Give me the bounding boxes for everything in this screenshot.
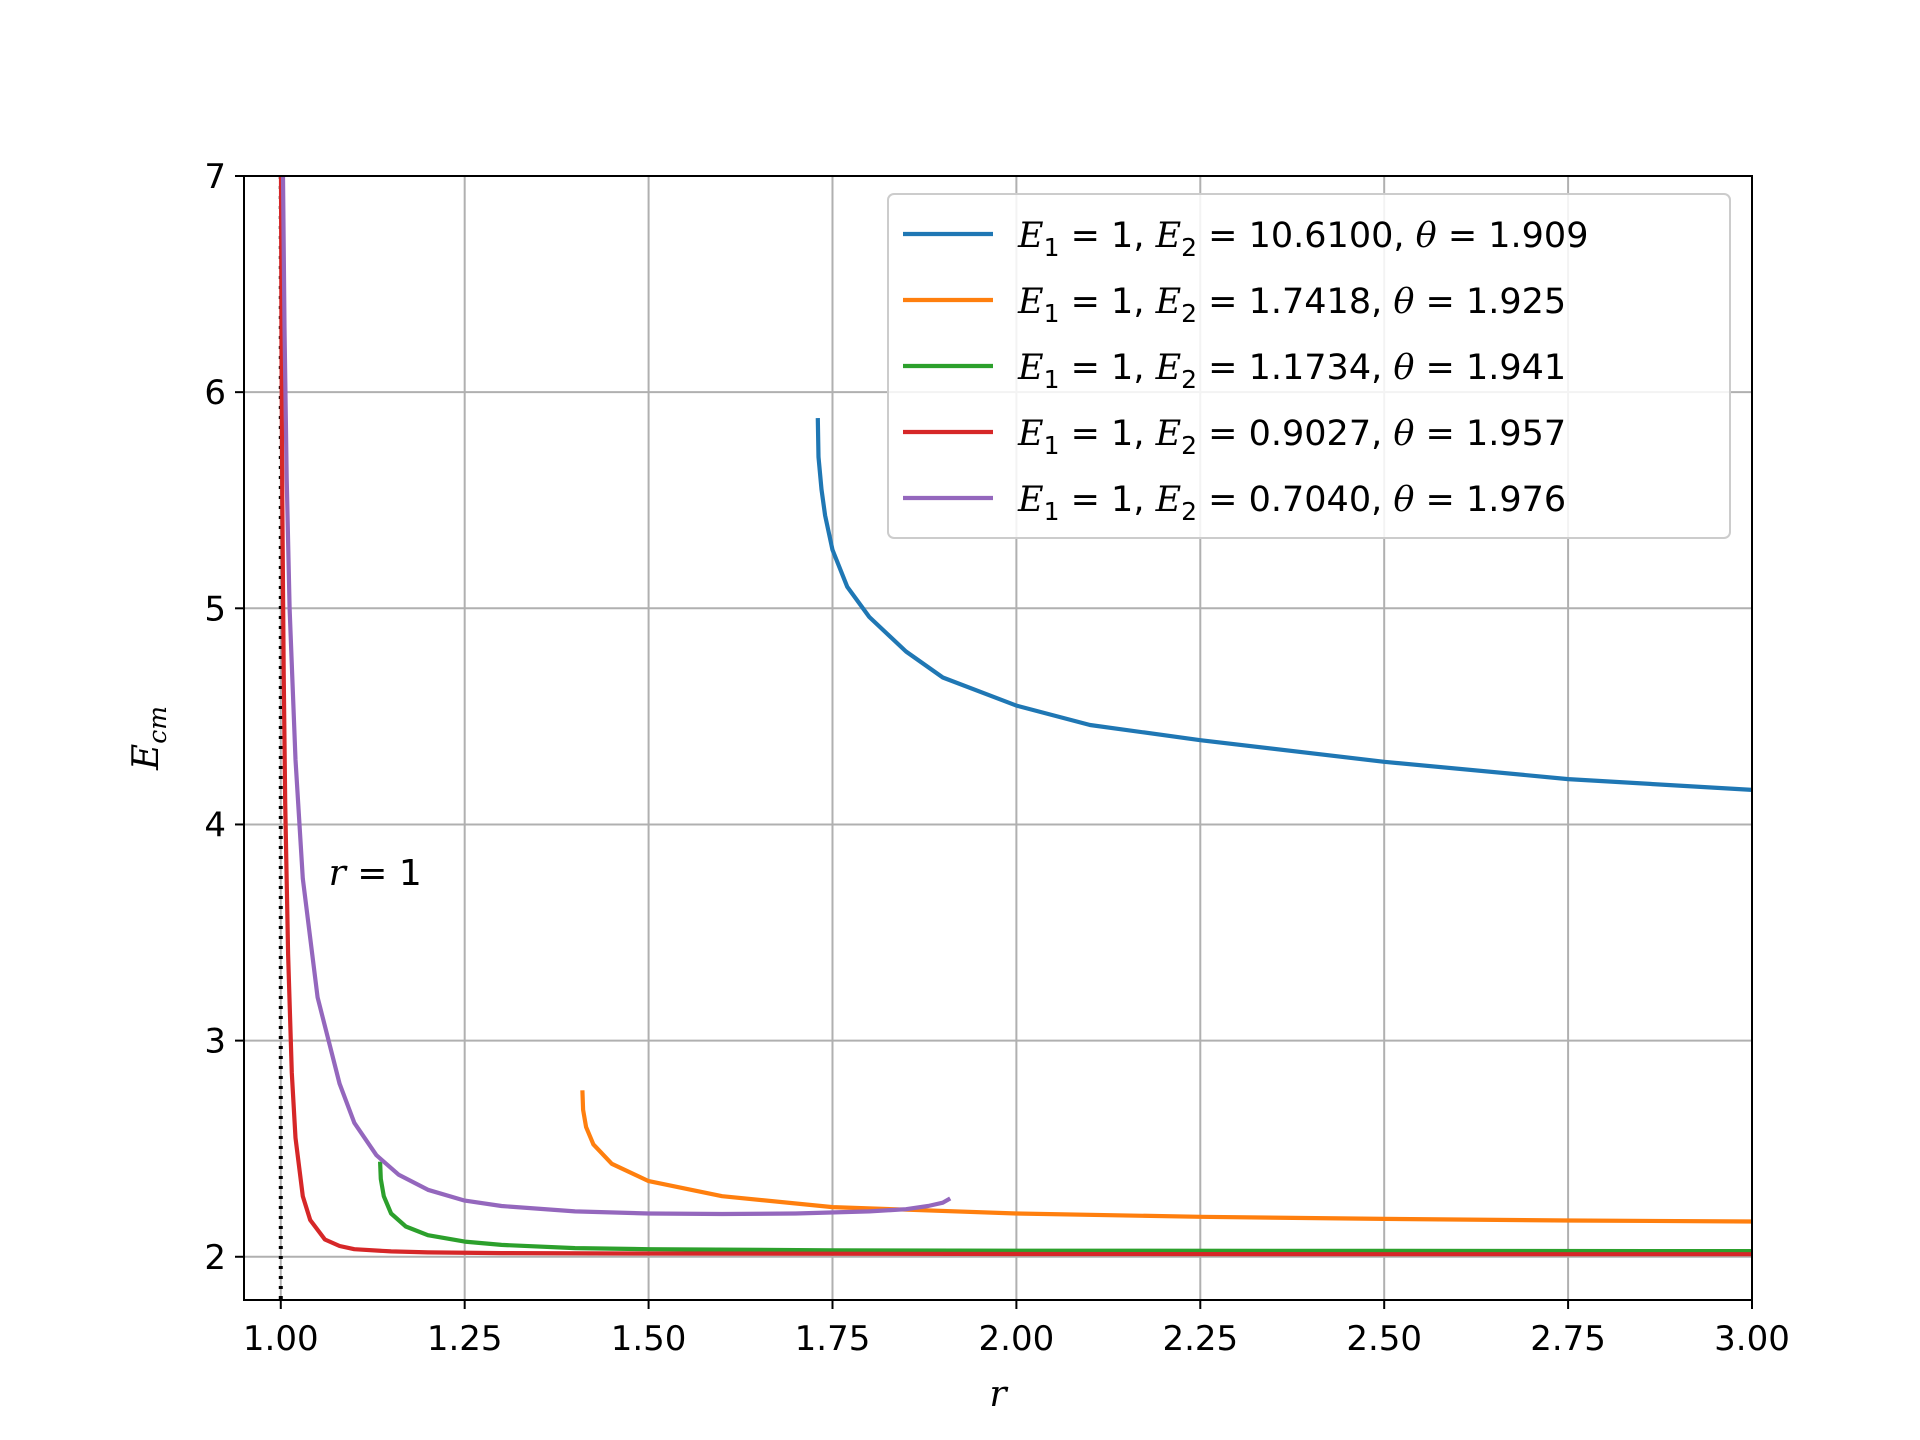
x-tick-label: 2.00 xyxy=(979,1319,1055,1359)
series-line-1 xyxy=(815,418,1752,792)
y-tick-label: 2 xyxy=(204,1238,226,1278)
series-line-2 xyxy=(580,1090,1752,1224)
y-tick-label: 6 xyxy=(204,373,226,413)
legend-label-5: E1 = 1, E2 = 0.7040, θ = 1.976 xyxy=(1017,480,1566,526)
plot-lines: r = 1 xyxy=(278,176,1752,1300)
legend-label-2: E1 = 1, E2 = 1.7418, θ = 1.925 xyxy=(1017,282,1566,328)
plot-frame xyxy=(243,175,1753,1301)
x-tick-label: 1.00 xyxy=(243,1319,319,1359)
x-tick-label: 2.25 xyxy=(1162,1319,1238,1359)
x-axis-label: r xyxy=(989,1374,1008,1415)
y-axis-label: Ecm xyxy=(126,706,172,771)
y-tick-label: 3 xyxy=(204,1022,226,1062)
x-tick-label: 2.75 xyxy=(1530,1319,1606,1359)
axes: 1.00 1.25 1.50 1.75 2.00 2.25 2.50 2.75 3.00 2 3 4 5… xyxy=(126,157,1790,1415)
series-line-3 xyxy=(378,1161,1752,1254)
legend-label-4: E1 = 1, E2 = 0.9027, θ = 1.957 xyxy=(1017,414,1566,460)
legend-label-3: E1 = 1, E2 = 1.1734, θ = 1.941 xyxy=(1017,348,1566,394)
x-tick-label: 1.75 xyxy=(795,1319,871,1359)
x-tick-label: 2.50 xyxy=(1346,1319,1422,1359)
annotation-r-equals-1: r = 1 xyxy=(329,853,422,894)
y-tick-label: 5 xyxy=(204,589,226,629)
x-tick-label: 3.00 xyxy=(1714,1319,1790,1359)
legend: E1 = 1, E2 = 10.6100, θ = 1.909 E1 = 1, E… xyxy=(887,193,1731,539)
series-line-4 xyxy=(278,176,1752,1257)
y-tick-label: 7 xyxy=(204,157,226,197)
x-tick-label: 1.50 xyxy=(611,1319,687,1359)
series-line-5 xyxy=(280,176,952,1217)
x-tick-label: 1.25 xyxy=(427,1319,503,1359)
legend-box xyxy=(887,193,1731,539)
legend-label-1: E1 = 1, E2 = 10.6100, θ = 1.909 xyxy=(1017,216,1588,262)
y-tick-label: 4 xyxy=(204,805,226,845)
